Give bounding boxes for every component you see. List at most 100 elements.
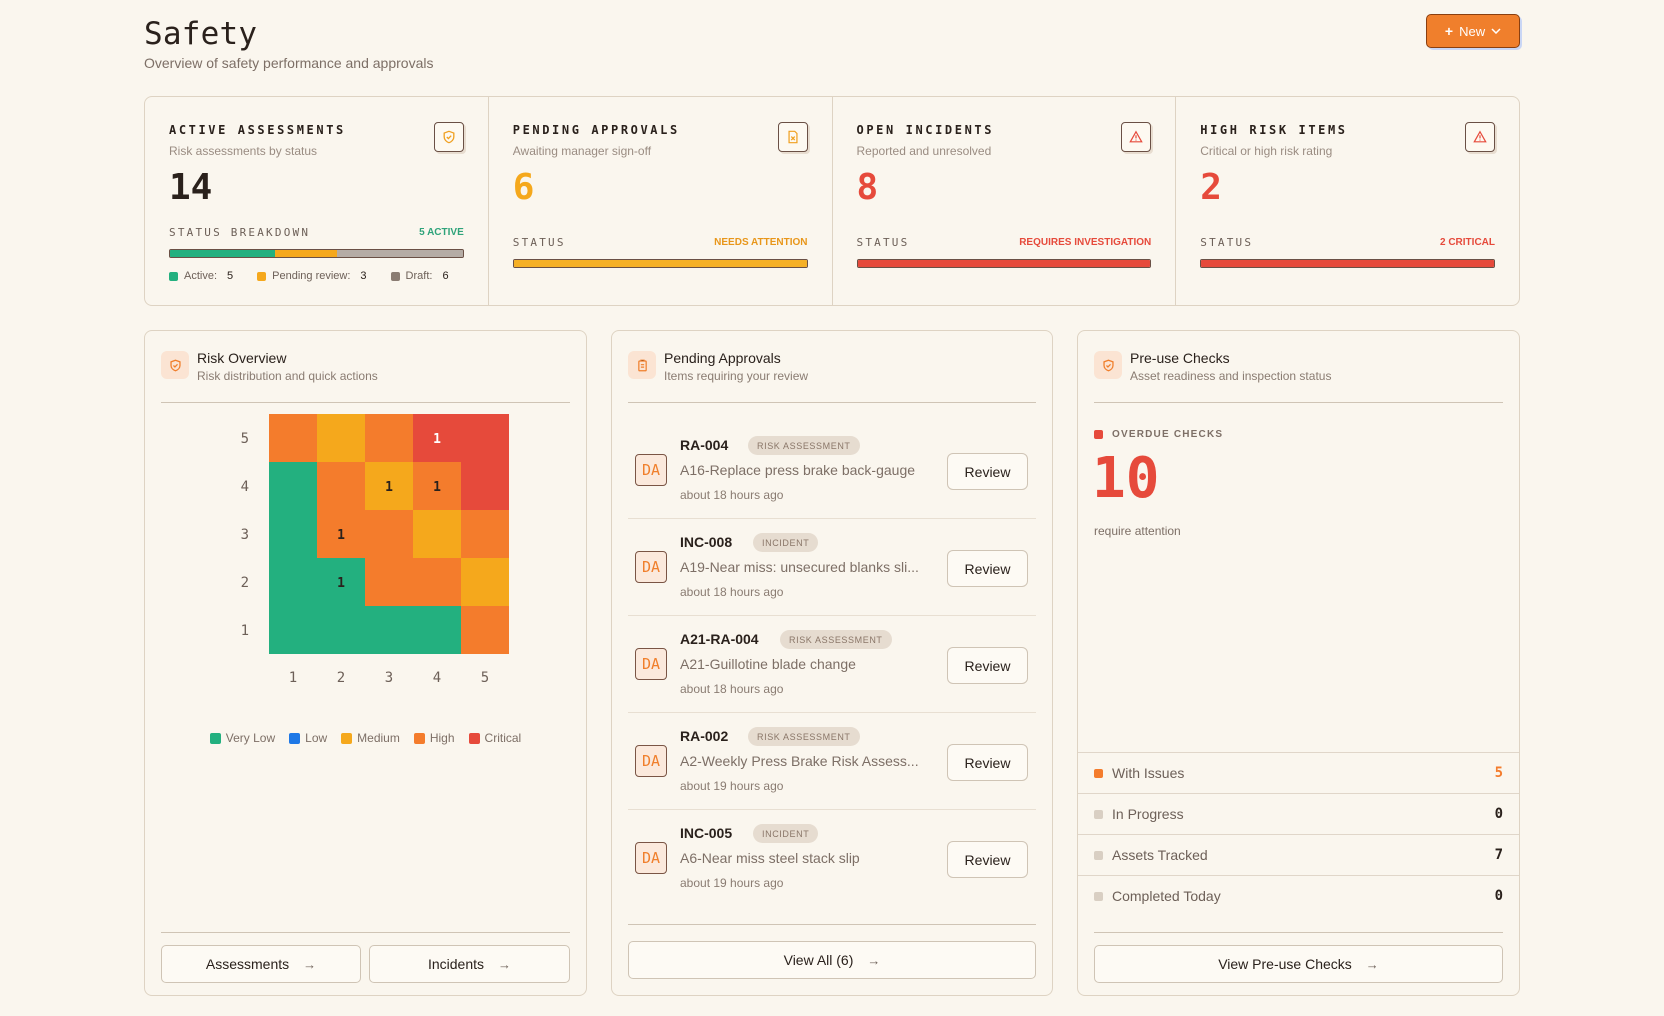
- card-title: Pre-use Checks: [1130, 350, 1230, 366]
- assessments-button[interactable]: Assessments →: [161, 945, 361, 983]
- stat-open-incidents[interactable]: OPEN INCIDENTS Reported and unresolved 8…: [833, 97, 1177, 305]
- preuse-row-completed-today[interactable]: Completed Today 0: [1078, 875, 1519, 916]
- shield-check-icon: [161, 351, 189, 379]
- file-x-icon: [777, 122, 808, 152]
- overdue-count: 10: [1092, 446, 1160, 511]
- legend-label: Very Low: [225, 731, 276, 745]
- approval-item[interactable]: DA RA-002 RISK ASSESSMENT A2-Weekly Pres…: [628, 718, 1036, 810]
- risk-overview-card: Risk Overview Risk distribution and quic…: [144, 330, 587, 996]
- stat-value: 8: [856, 167, 879, 208]
- type-badge: RISK ASSESSMENT: [748, 727, 860, 746]
- bar-segment-pending: [274, 250, 338, 257]
- overdue-dot: [1094, 430, 1103, 439]
- y-tick-label: 2: [241, 575, 249, 591]
- legend-swatch: [413, 732, 425, 744]
- heatmap-cell[interactable]: [413, 462, 461, 510]
- card-header: Pending Approvals Items requiring your r…: [628, 349, 1036, 403]
- review-button[interactable]: Review: [947, 841, 1028, 878]
- heatmap-cell[interactable]: [269, 510, 317, 558]
- chevron-down-icon: [1491, 26, 1501, 37]
- bar-segment-draft: [337, 250, 463, 257]
- pending-approvals-card: Pending Approvals Items requiring your r…: [611, 330, 1053, 996]
- view-all-button[interactable]: View All (6) →: [628, 941, 1036, 979]
- approval-item[interactable]: DA INC-008 INCIDENT A19-Near miss: unsec…: [628, 524, 1036, 616]
- risk-matrix-heatmap: 1 1 1 1 1 5 4 3 2 1 1 2 3 4 5: [241, 414, 509, 686]
- card-title: Pending Approvals: [664, 350, 781, 366]
- heatmap-cell[interactable]: [317, 558, 365, 606]
- heatmap-cell[interactable]: [413, 558, 461, 606]
- approval-item[interactable]: DA A21-RA-004 RISK ASSESSMENT A21-Guillo…: [628, 621, 1036, 713]
- heatmap-cell[interactable]: [365, 462, 413, 510]
- heatmap-cell[interactable]: [269, 558, 317, 606]
- legend-label: Critical: [484, 731, 522, 745]
- heatmap-cell[interactable]: [317, 606, 365, 654]
- heatmap-cell[interactable]: [365, 414, 413, 462]
- heatmap-cell[interactable]: [317, 462, 365, 510]
- assessments-button-label: Assessments: [205, 956, 290, 972]
- heatmap-cell[interactable]: [269, 606, 317, 654]
- stat-status-label: STATUS: [856, 236, 910, 249]
- status-bar: [1200, 259, 1495, 268]
- avatar: DA: [635, 551, 667, 583]
- status-bar-fill: [1201, 260, 1494, 267]
- stat-value: 6: [512, 167, 535, 208]
- stat-subtitle: Reported and unresolved: [856, 144, 992, 158]
- card-subtitle: Items requiring your review: [664, 369, 809, 383]
- stat-high-risk-items[interactable]: HIGH RISK ITEMS Critical or high risk ra…: [1176, 97, 1519, 305]
- stat-status-tag: 5 ACTIVE: [419, 227, 464, 238]
- stat-status-label: STATUS BREAKDOWN: [169, 226, 311, 239]
- type-badge: RISK ASSESSMENT: [748, 436, 860, 455]
- heatmap-cell[interactable]: [461, 558, 509, 606]
- legend-swatch: [341, 732, 353, 744]
- preuse-row-assets-tracked[interactable]: Assets Tracked 7: [1078, 834, 1519, 875]
- heatmap-cell[interactable]: [365, 558, 413, 606]
- heatmap-cell[interactable]: [317, 414, 365, 462]
- card-subtitle: Risk distribution and quick actions: [197, 369, 378, 383]
- card-subtitle: Asset readiness and inspection status: [1130, 369, 1332, 383]
- review-button[interactable]: Review: [947, 744, 1028, 781]
- heatmap-cell[interactable]: [365, 606, 413, 654]
- heatmap-legend: Very Low Low Medium High Critical: [145, 731, 586, 745]
- stat-pending-approvals[interactable]: PENDING APPROVALS Awaiting manager sign-…: [489, 97, 833, 305]
- row-label: With Issues: [1112, 765, 1185, 781]
- approval-description: A16-Replace press brake back-gauge: [680, 462, 916, 478]
- stat-active-assessments[interactable]: ACTIVE ASSESSMENTS Risk assessments by s…: [145, 97, 489, 305]
- heatmap-cell[interactable]: [461, 414, 509, 462]
- review-button[interactable]: Review: [947, 647, 1028, 684]
- y-tick-label: 4: [241, 479, 249, 495]
- heatmap-cell[interactable]: [461, 606, 509, 654]
- legend-swatch: [209, 732, 221, 744]
- heatmap-cell[interactable]: [365, 510, 413, 558]
- legend-item: High: [413, 731, 455, 745]
- overdue-label: OVERDUE CHECKS: [1094, 429, 1223, 440]
- heatmap-cell[interactable]: [413, 414, 461, 462]
- stat-title: OPEN INCIDENTS: [856, 123, 995, 137]
- approval-item[interactable]: DA RA-004 RISK ASSESSMENT A16-Replace pr…: [628, 427, 1036, 519]
- incidents-button-label: Incidents: [427, 956, 485, 972]
- heatmap-cell[interactable]: [317, 510, 365, 558]
- approval-time: about 18 hours ago: [680, 585, 784, 599]
- heatmap-cell[interactable]: [461, 462, 509, 510]
- approval-id: RA-002: [680, 728, 729, 744]
- heatmap-cell[interactable]: [461, 510, 509, 558]
- arrow-right-icon: →: [498, 956, 512, 972]
- stat-value: 14: [169, 167, 213, 208]
- y-tick-label: 5: [241, 431, 249, 447]
- approval-time: about 19 hours ago: [680, 876, 784, 890]
- heatmap-cell[interactable]: [269, 462, 317, 510]
- heatmap-cell[interactable]: [413, 606, 461, 654]
- preuse-row-in-progress[interactable]: In Progress 0: [1078, 793, 1519, 834]
- preuse-row-with-issues[interactable]: With Issues 5: [1078, 752, 1519, 793]
- view-preuse-checks-button[interactable]: View Pre-use Checks →: [1094, 945, 1503, 983]
- new-button[interactable]: + New: [1426, 14, 1520, 48]
- review-button[interactable]: Review: [947, 550, 1028, 587]
- heatmap-cell[interactable]: [413, 510, 461, 558]
- heatmap-cell[interactable]: [269, 414, 317, 462]
- approval-item[interactable]: DA INC-005 INCIDENT A6-Near miss steel s…: [628, 815, 1036, 907]
- y-tick-label: 1: [241, 623, 249, 639]
- stat-status-label: STATUS: [512, 236, 566, 249]
- review-button[interactable]: Review: [947, 453, 1028, 490]
- incidents-button[interactable]: Incidents →: [369, 945, 570, 983]
- stat-status-tag: 2 CRITICAL: [1440, 237, 1495, 248]
- stat-subtitle: Risk assessments by status: [169, 144, 318, 158]
